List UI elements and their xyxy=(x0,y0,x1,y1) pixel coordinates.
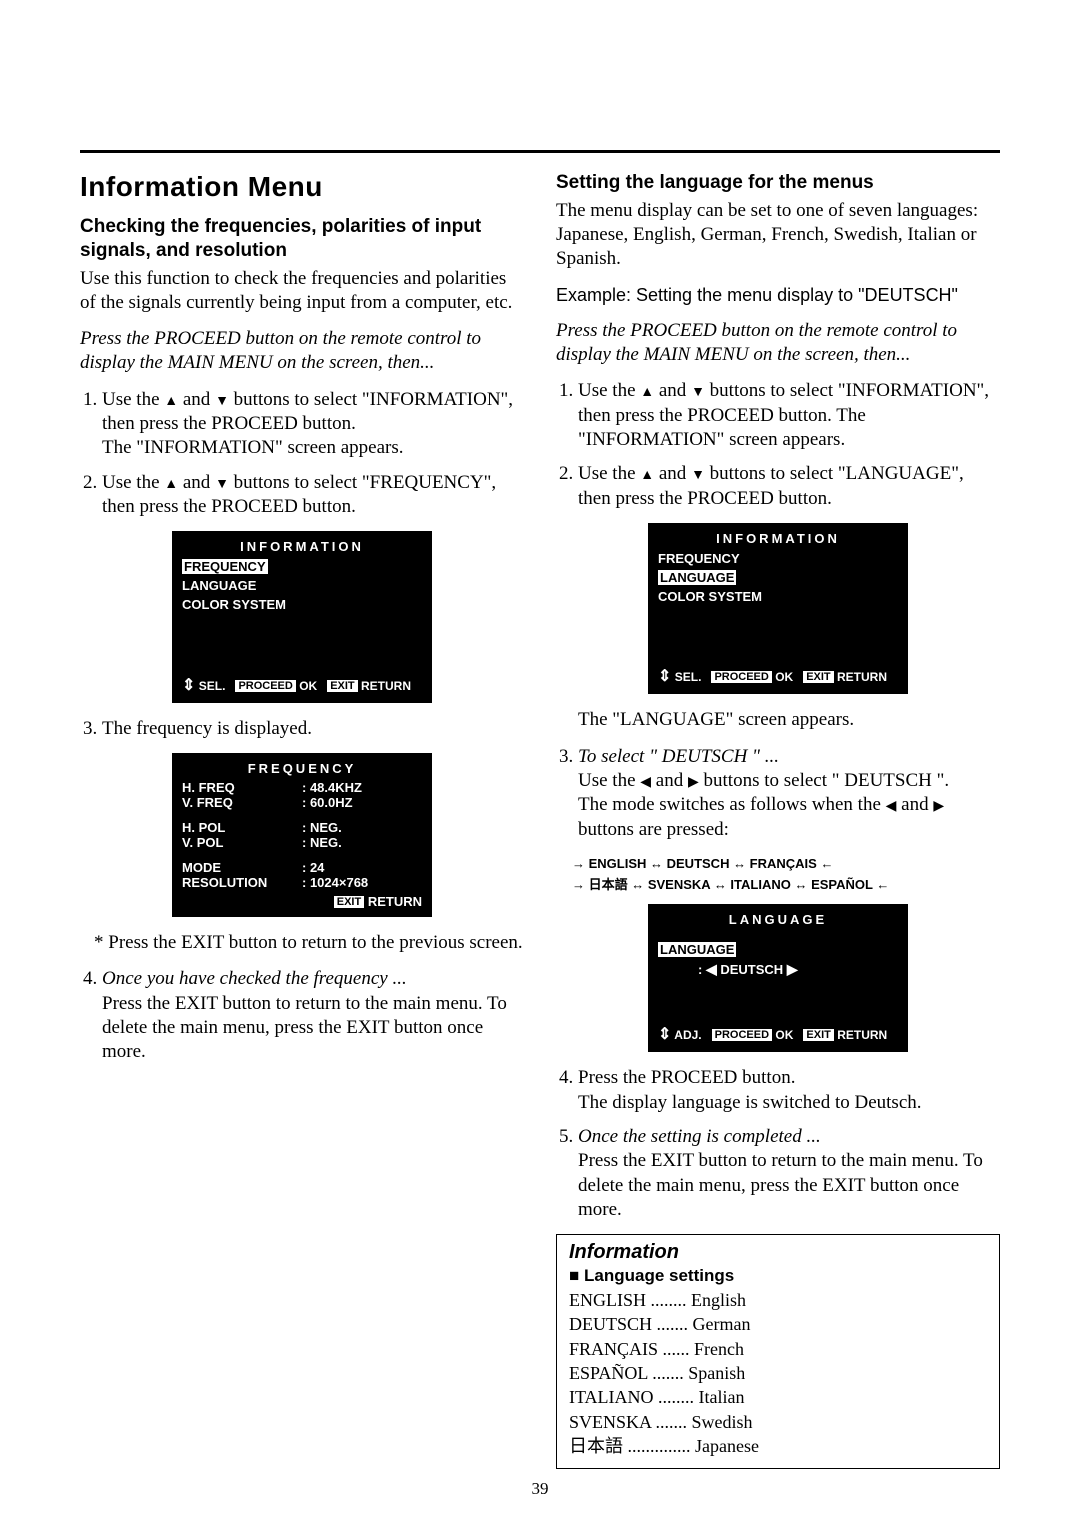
osd-item: LANGUAGE xyxy=(658,569,898,588)
two-column-layout: Information Menu Checking the frequencie… xyxy=(80,171,1000,1469)
up-triangle-icon xyxy=(640,380,654,401)
freq-row: H. POLNEG. xyxy=(182,820,422,835)
osd-title: INFORMATION xyxy=(182,539,422,554)
right-triangle-icon xyxy=(787,962,798,977)
steps-list-left: Use the and buttons to select "INFORMATI… xyxy=(80,388,524,520)
exit-badge: EXIT xyxy=(327,680,357,692)
osd-item: COLOR SYSTEM xyxy=(182,596,422,615)
language-row: ITALIANO ........ Italian xyxy=(569,1385,987,1409)
exit-badge: EXIT xyxy=(803,671,833,683)
osd-footer: SEL. PROCEED OK EXIT RETURN xyxy=(182,675,422,695)
osd-information-frequency: INFORMATION FREQUENCY LANGUAGE COLOR SYS… xyxy=(172,531,432,703)
steps-list-left-cont: The frequency is displayed. xyxy=(80,717,524,741)
down-triangle-icon xyxy=(691,380,705,401)
osd-item: LANGUAGE xyxy=(182,577,422,596)
osd-language: LANGUAGE LANGUAGE : DEUTSCH ADJ. PROCEED… xyxy=(648,904,908,1053)
language-settings-list: ENGLISH ........ EnglishDEUTSCH ....... … xyxy=(569,1288,987,1458)
down-triangle-icon xyxy=(691,463,705,484)
left-triangle-icon xyxy=(886,794,897,815)
step-title: To select " DEUTSCH " ... xyxy=(578,746,779,767)
press-proceed-text: Press the PROCEED button on the remote c… xyxy=(556,319,1000,368)
step-title: Once you have checked the frequency ... xyxy=(102,968,407,989)
step-item: The frequency is displayed. xyxy=(102,717,524,741)
right-triangle-icon xyxy=(933,794,944,815)
proceed-badge: PROCEED xyxy=(235,680,295,692)
section-heading: Information Menu xyxy=(80,171,524,203)
step-title: Once the setting is completed ... xyxy=(578,1126,821,1147)
flow-line: → 日本語 ↔ SVENSKA ↔ ITALIANO ↔ ESPAÑOL ← xyxy=(572,875,984,896)
step-item: Once the setting is completed ... Press … xyxy=(578,1125,1000,1222)
exit-badge: EXIT xyxy=(803,1029,833,1041)
language-row: FRANÇAIS ...... French xyxy=(569,1337,987,1361)
intro-text: The menu display can be set to one of se… xyxy=(556,199,1000,272)
top-rule xyxy=(80,150,1000,153)
osd-item: FREQUENCY xyxy=(182,558,422,577)
updown-icon xyxy=(658,1028,671,1042)
step-item: To select " DEUTSCH " ... Use the and bu… xyxy=(578,745,1000,842)
freq-row: V. POLNEG. xyxy=(182,835,422,850)
proceed-badge: PROCEED xyxy=(711,671,771,683)
press-proceed-text: Press the PROCEED button on the remote c… xyxy=(80,327,524,376)
language-row: 日本語 .............. Japanese xyxy=(569,1434,987,1458)
freq-row: H. FREQ48.4KHZ xyxy=(182,780,422,795)
updown-icon xyxy=(182,679,195,693)
information-box: Information Language settings ENGLISH ..… xyxy=(556,1234,1000,1469)
page-number: 39 xyxy=(80,1479,1000,1499)
up-triangle-icon xyxy=(164,472,178,493)
steps-list-right-4: Press the PROCEED button. The display la… xyxy=(556,1066,1000,1222)
step-item: Press the PROCEED button. The display la… xyxy=(578,1066,1000,1115)
intro-text: Use this function to check the frequenci… xyxy=(80,267,524,316)
step-item: Once you have checked the frequency ... … xyxy=(102,967,524,1064)
left-triangle-icon xyxy=(706,962,717,977)
osd-item: COLOR SYSTEM xyxy=(658,588,898,607)
example-text: Example: Setting the menu display to "DE… xyxy=(556,284,1000,307)
down-triangle-icon xyxy=(215,472,229,493)
up-triangle-icon xyxy=(164,389,178,410)
steps-list-right: Use the and buttons to select "INFORMATI… xyxy=(556,379,1000,511)
flow-line: → ENGLISH ↔ DEUTSCH ↔ FRANÇAIS ← xyxy=(572,854,984,875)
steps-list-right-3: To select " DEUTSCH " ... Use the and bu… xyxy=(556,745,1000,842)
osd-title: LANGUAGE xyxy=(658,912,898,927)
freq-row: V. FREQ60.0HZ xyxy=(182,795,422,810)
exit-note: * Press the EXIT button to return to the… xyxy=(94,931,524,955)
language-row: SVENSKA ....... Swedish xyxy=(569,1410,987,1434)
proceed-badge: PROCEED xyxy=(712,1029,772,1041)
updown-icon xyxy=(658,670,671,684)
step-item: Use the and buttons to select "LANGUAGE"… xyxy=(578,462,1000,511)
osd-title: INFORMATION xyxy=(658,531,898,546)
osd-title: FREQUENCY xyxy=(182,761,422,776)
osd-footer: ADJ. PROCEED OK EXIT RETURN xyxy=(658,1024,898,1044)
subsection-heading: Setting the language for the menus xyxy=(556,171,1000,195)
left-column: Information Menu Checking the frequencie… xyxy=(80,171,524,1469)
infobox-title: Information xyxy=(569,1241,987,1264)
steps-list-left-4: Once you have checked the frequency ... … xyxy=(80,967,524,1064)
osd-value: : DEUTSCH xyxy=(658,959,898,980)
language-row: DEUTSCH ....... German xyxy=(569,1312,987,1336)
infobox-sub: Language settings xyxy=(569,1266,987,1286)
language-flow-diagram: → ENGLISH ↔ DEUTSCH ↔ FRANÇAIS ← → 日本語 ↔… xyxy=(572,854,984,896)
right-triangle-icon xyxy=(688,770,699,791)
osd-footer: EXIT RETURN xyxy=(182,894,422,909)
language-row: ENGLISH ........ English xyxy=(569,1288,987,1312)
freq-row: RESOLUTION1024×768 xyxy=(182,875,422,890)
osd-information-language: INFORMATION FREQUENCY LANGUAGE COLOR SYS… xyxy=(648,523,908,695)
osd-footer: SEL. PROCEED OK EXIT RETURN xyxy=(658,666,898,686)
subsection-heading: Checking the frequencies, polarities of … xyxy=(80,215,524,263)
osd-item: FREQUENCY xyxy=(658,550,898,569)
step-item: Use the and buttons to select "FREQUENCY… xyxy=(102,471,524,520)
up-triangle-icon xyxy=(640,463,654,484)
after-osd-text: The "LANGUAGE" screen appears. xyxy=(578,708,1000,732)
manual-page: Information Menu Checking the frequencie… xyxy=(0,0,1080,1539)
exit-badge: EXIT xyxy=(334,896,364,908)
left-triangle-icon xyxy=(640,770,651,791)
freq-row: MODE24 xyxy=(182,860,422,875)
down-triangle-icon xyxy=(215,389,229,410)
osd-item: LANGUAGE xyxy=(658,941,898,960)
right-column: Setting the language for the menus The m… xyxy=(556,171,1000,1469)
step-item: Use the and buttons to select "INFORMATI… xyxy=(578,379,1000,452)
step-item: Use the and buttons to select "INFORMATI… xyxy=(102,388,524,461)
osd-frequency: FREQUENCY H. FREQ48.4KHZ V. FREQ60.0HZ H… xyxy=(172,753,432,917)
language-row: ESPAÑOL ....... Spanish xyxy=(569,1361,987,1385)
